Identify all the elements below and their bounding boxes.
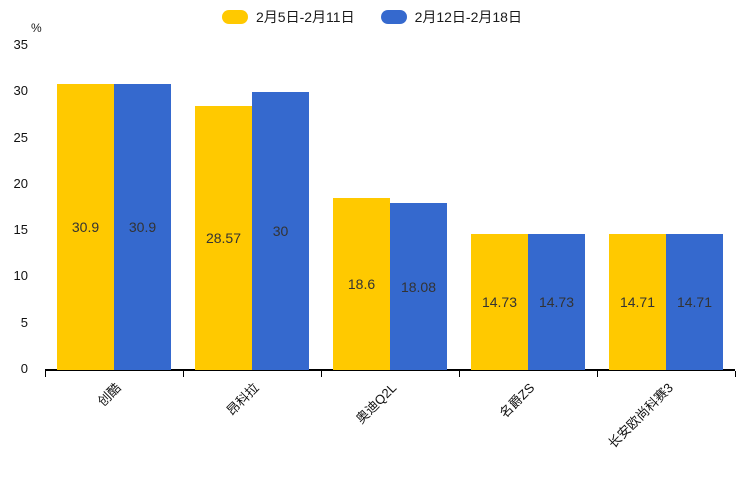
x-axis-category-label: 名爵ZS (496, 380, 538, 421)
bar-week2: 18.08 (390, 203, 447, 370)
x-axis-category-label: 长安欧尚科赛3 (604, 380, 676, 451)
x-axis-tick-mark (45, 371, 46, 377)
bar-value-label: 14.73 (481, 294, 518, 310)
x-axis-category-label: 奥迪Q2L (353, 380, 400, 427)
y-axis-tick-label: 15 (13, 222, 28, 238)
x-axis-tick-mark (183, 371, 184, 377)
bar-week1: 14.71 (609, 234, 666, 370)
x-axis-tick-mark (735, 371, 736, 377)
bar-week2: 30 (252, 92, 309, 370)
legend-item-week1: 2月5日-2月11日 (222, 8, 355, 26)
bar-week1: 18.6 (333, 198, 390, 370)
bar-week2: 14.71 (666, 234, 723, 370)
legend-label: 2月5日-2月11日 (256, 9, 355, 25)
chart-legend: 2月5日-2月11日 2月12日-2月18日 (0, 8, 744, 26)
bar-week1: 14.73 (471, 234, 528, 370)
y-axis-tick-label: 10 (13, 268, 28, 284)
y-axis-tick-label: 20 (13, 175, 28, 191)
y-axis-tick-label: 0 (20, 361, 28, 376)
bar-value-label: 14.71 (619, 294, 656, 310)
legend-swatch-icon (380, 10, 407, 24)
y-axis-tick-label: 30 (13, 83, 28, 99)
bar-value-label: 28.57 (205, 230, 242, 246)
bar-week2: 14.73 (528, 234, 585, 370)
y-axis-tick-label: 25 (13, 129, 28, 145)
x-axis-tick-mark (459, 371, 460, 377)
legend-item-week2: 2月12日-2月18日 (380, 8, 522, 26)
x-axis-line (45, 369, 735, 371)
bar-value-label: 30.9 (128, 219, 157, 235)
y-axis-tick-label: 35 (13, 37, 28, 52)
bar-value-label: 18.6 (347, 276, 376, 292)
legend-label: 2月12日-2月18日 (414, 9, 522, 25)
y-axis-unit-label: % (31, 21, 42, 35)
bar-value-label: 30.9 (71, 219, 100, 235)
bar-week1: 28.57 (195, 106, 252, 370)
bar-value-label: 18.08 (400, 278, 437, 295)
bar-week1: 30.9 (57, 84, 114, 370)
y-axis-tick-label: 5 (20, 314, 28, 330)
legend-swatch-icon (222, 10, 249, 24)
x-axis-category-label: 昂科拉 (223, 380, 262, 419)
x-axis-tick-mark (321, 371, 322, 377)
bar-value-label: 30 (272, 223, 289, 239)
bar-value-label: 14.71 (676, 294, 713, 310)
bar-week2: 30.9 (114, 84, 171, 370)
x-axis-category-label: 创酷 (94, 380, 124, 410)
bar-value-label: 14.73 (538, 294, 575, 310)
x-axis-tick-mark (597, 371, 598, 377)
